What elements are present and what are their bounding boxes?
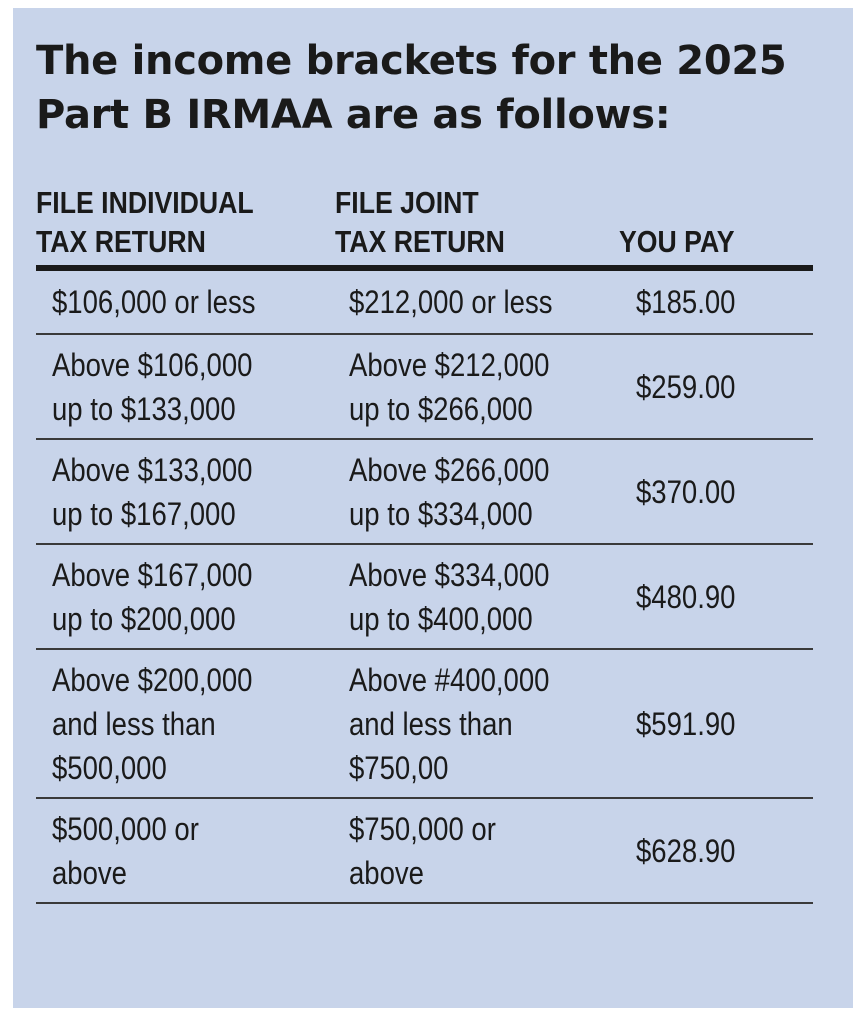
- cell-premium: $480.90: [636, 578, 736, 615]
- header-you-pay: YOU PAY: [619, 222, 735, 261]
- cell-joint-bracket: $750,000 or above: [349, 807, 496, 895]
- irmaa-info-panel: [13, 8, 853, 1008]
- header-file-joint: FILE JOINT TAX RETURN: [335, 183, 505, 261]
- header-file-individual: FILE INDIVIDUAL TAX RETURN: [36, 183, 254, 261]
- table-header-row: FILE INDIVIDUAL TAX RETURN FILE JOINT TA…: [36, 183, 813, 271]
- table-row: $500,000 or above $750,000 or above $628…: [36, 799, 813, 904]
- cell-line: $212,000 or less: [349, 284, 553, 320]
- header-you-pay-line-1: YOU PAY: [619, 224, 735, 259]
- cell-individual-bracket: $106,000 or less: [52, 280, 255, 324]
- cell-premium: $628.90: [636, 832, 736, 869]
- irmaa-bracket-table: FILE INDIVIDUAL TAX RETURN FILE JOINT TA…: [36, 183, 813, 904]
- cell-line: up to $400,000: [349, 600, 533, 637]
- header-file-individual-line-1: FILE INDIVIDUAL: [36, 185, 254, 220]
- cell-individual-bracket: Above $167,000 up to $200,000: [52, 553, 252, 641]
- title-line-2: Part B IRMAA are as follows:: [36, 92, 671, 138]
- cell-line: up to $133,000: [52, 390, 236, 427]
- cell-individual-bracket: Above $200,000 and less than $500,000: [52, 658, 252, 790]
- cell-line: and less than: [349, 705, 513, 742]
- cell-line: Above $266,000: [349, 451, 550, 488]
- header-file-individual-line-2: TAX RETURN: [36, 224, 206, 259]
- cell-line: Above $167,000: [52, 556, 253, 593]
- header-file-joint-line-2: TAX RETURN: [335, 224, 505, 259]
- cell-line: $106,000 or less: [52, 284, 256, 320]
- table-row: Above $106,000 up to $133,000 Above $212…: [36, 335, 813, 440]
- table-row: Above $133,000 up to $167,000 Above $266…: [36, 440, 813, 545]
- cell-line: Above #400,000: [349, 661, 550, 698]
- cell-joint-bracket: Above $334,000 up to $400,000: [349, 553, 549, 641]
- title-line-1: The income brackets for the 2025: [36, 38, 787, 84]
- cell-line: Above $334,000: [349, 556, 550, 593]
- cell-line: above: [349, 854, 424, 891]
- cell-line: $500,000: [52, 749, 167, 786]
- cell-premium: $370.00: [636, 473, 736, 510]
- cell-joint-bracket: $212,000 or less: [349, 280, 552, 324]
- cell-line: $750,000 or: [349, 810, 496, 847]
- cell-line: Above $200,000: [52, 661, 253, 698]
- cell-line: $500,000 or: [52, 810, 199, 847]
- cell-line: Above $212,000: [349, 346, 550, 383]
- cell-line: up to $200,000: [52, 600, 236, 637]
- cell-line: and less than: [52, 705, 216, 742]
- table-row: Above $167,000 up to $200,000 Above $334…: [36, 545, 813, 650]
- page-title: The income brackets for the 2025 Part B …: [36, 34, 826, 142]
- cell-joint-bracket: Above #400,000 and less than $750,00: [349, 658, 549, 790]
- cell-line: Above $133,000: [52, 451, 253, 488]
- cell-line: up to $334,000: [349, 495, 533, 532]
- cell-joint-bracket: Above $212,000 up to $266,000: [349, 343, 549, 431]
- cell-premium: $259.00: [636, 368, 736, 405]
- table-row: $106,000 or less $212,000 or less $185.0…: [36, 271, 813, 335]
- cell-line: above: [52, 854, 127, 891]
- cell-joint-bracket: Above $266,000 up to $334,000: [349, 448, 549, 536]
- cell-line: up to $167,000: [52, 495, 236, 532]
- header-file-joint-line-1: FILE JOINT: [335, 185, 479, 220]
- cell-line: up to $266,000: [349, 390, 533, 427]
- cell-line: $750,00: [349, 749, 449, 786]
- cell-premium: $591.90: [636, 705, 736, 742]
- cell-line: Above $106,000: [52, 346, 253, 383]
- cell-individual-bracket: Above $106,000 up to $133,000: [52, 343, 252, 431]
- cell-individual-bracket: Above $133,000 up to $167,000: [52, 448, 252, 536]
- cell-individual-bracket: $500,000 or above: [52, 807, 199, 895]
- cell-premium: $185.00: [636, 284, 736, 320]
- table-row: Above $200,000 and less than $500,000 Ab…: [36, 650, 813, 799]
